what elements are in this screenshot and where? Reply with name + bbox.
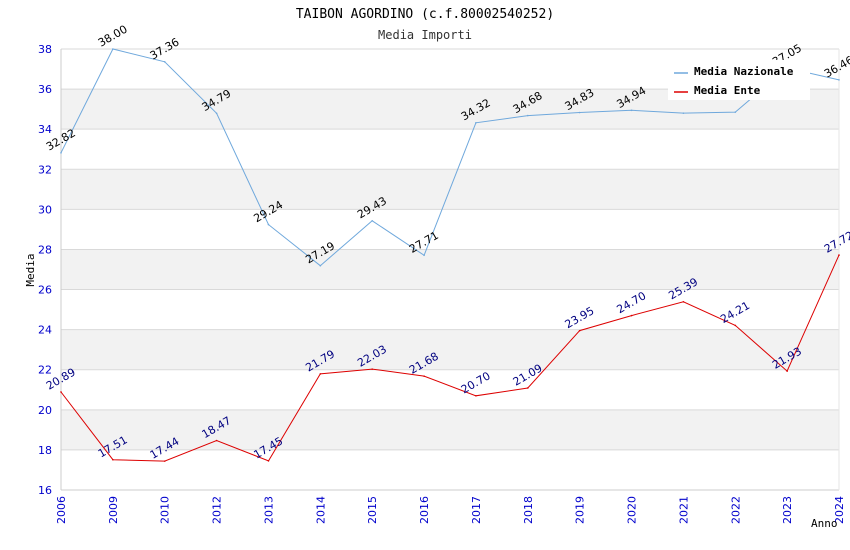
plot-band [61,409,839,450]
data-point [112,458,114,461]
grid-lines [61,48,839,491]
data-point [112,48,114,50]
plot-band [61,249,839,290]
y-tick-label: 18 [38,444,52,457]
data-point [423,254,425,257]
x-tick-label: 2016 [418,496,431,524]
data-point [578,329,581,332]
data-point [319,264,322,267]
data-point [371,368,374,370]
data-point [527,114,529,117]
x-tick-label: 2023 [781,496,794,524]
data-label: 38.00 [96,23,130,50]
y-tick-label: 38 [38,43,52,56]
legend: Media Nazionale Media Ente [668,60,810,100]
data-point [786,370,788,372]
data-point [630,314,633,317]
data-label: 20.70 [459,369,493,396]
legend-label-media-ente: Media Ente [694,84,761,97]
y-tick-label: 26 [38,284,52,297]
data-point [578,111,581,114]
y-tick-label: 16 [38,484,52,497]
data-point [60,391,62,393]
x-tick-label: 2014 [314,496,327,524]
legend-box [668,60,810,100]
data-point [838,79,840,81]
series-line-media-ente [60,254,840,462]
data-label: 36.46 [822,53,850,80]
x-tick-label: 2013 [262,496,275,524]
x-tick-label: 2024 [833,496,846,524]
y-tick-label: 28 [38,243,52,256]
series-lines [60,48,840,462]
data-point [163,460,166,462]
y-tick-label: 22 [38,364,52,377]
chart-title: TAIBON AGORDINO (c.f.80002540252) [296,7,554,22]
x-tick-label: 2012 [211,496,224,524]
data-point [423,375,425,377]
data-point [215,112,218,115]
x-tick-label: 2018 [522,496,535,524]
y-tick-label: 20 [38,404,52,417]
plot-bands [61,89,839,450]
x-tick-label: 2020 [626,496,639,524]
data-point [371,219,374,222]
x-tick-label: 2009 [107,496,120,524]
y-tick-label: 30 [38,203,52,216]
data-point [734,324,737,327]
x-tick-labels: 2006 2009 2010 2012 2013 2014 2015 2016 2017 2018… [55,496,846,524]
data-point [267,460,270,462]
y-tick-labels: 16 18 20 22 24 26 28 30 32 34 36 38 [38,43,52,497]
data-point [215,439,218,442]
data-point [630,109,633,112]
data-point [475,121,477,124]
data-point [682,112,685,114]
x-tick-label: 2015 [366,496,379,524]
data-point [319,373,322,375]
legend-label-media-nazionale: Media Nazionale [694,65,794,78]
data-point [838,254,840,256]
y-tick-label: 24 [38,324,52,337]
data-label: 37.36 [148,35,182,62]
x-tick-label: 2006 [55,496,68,524]
x-tick-label: 2019 [574,496,587,524]
x-axis-label: Anno [811,517,838,530]
data-label: 24.21 [718,299,752,326]
data-point [527,387,529,389]
data-point [475,394,477,397]
x-tick-label: 2010 [159,496,172,524]
chart-subtitle: Media Importi [378,28,472,42]
data-point [163,61,166,63]
y-axis-label: Media [24,253,37,286]
series-line-media-nazionale [60,48,840,267]
y-tick-label: 32 [38,163,52,176]
plot-band [61,329,839,370]
data-point [734,111,737,113]
data-point [682,300,685,303]
y-tick-label: 34 [38,123,52,136]
x-tick-label: 2022 [729,496,742,524]
y-tick-label: 36 [38,83,52,96]
x-tick-label: 2021 [677,496,690,524]
data-point [60,152,62,154]
x-tick-label: 2017 [470,496,483,524]
axes [60,49,840,491]
data-point [267,223,270,226]
